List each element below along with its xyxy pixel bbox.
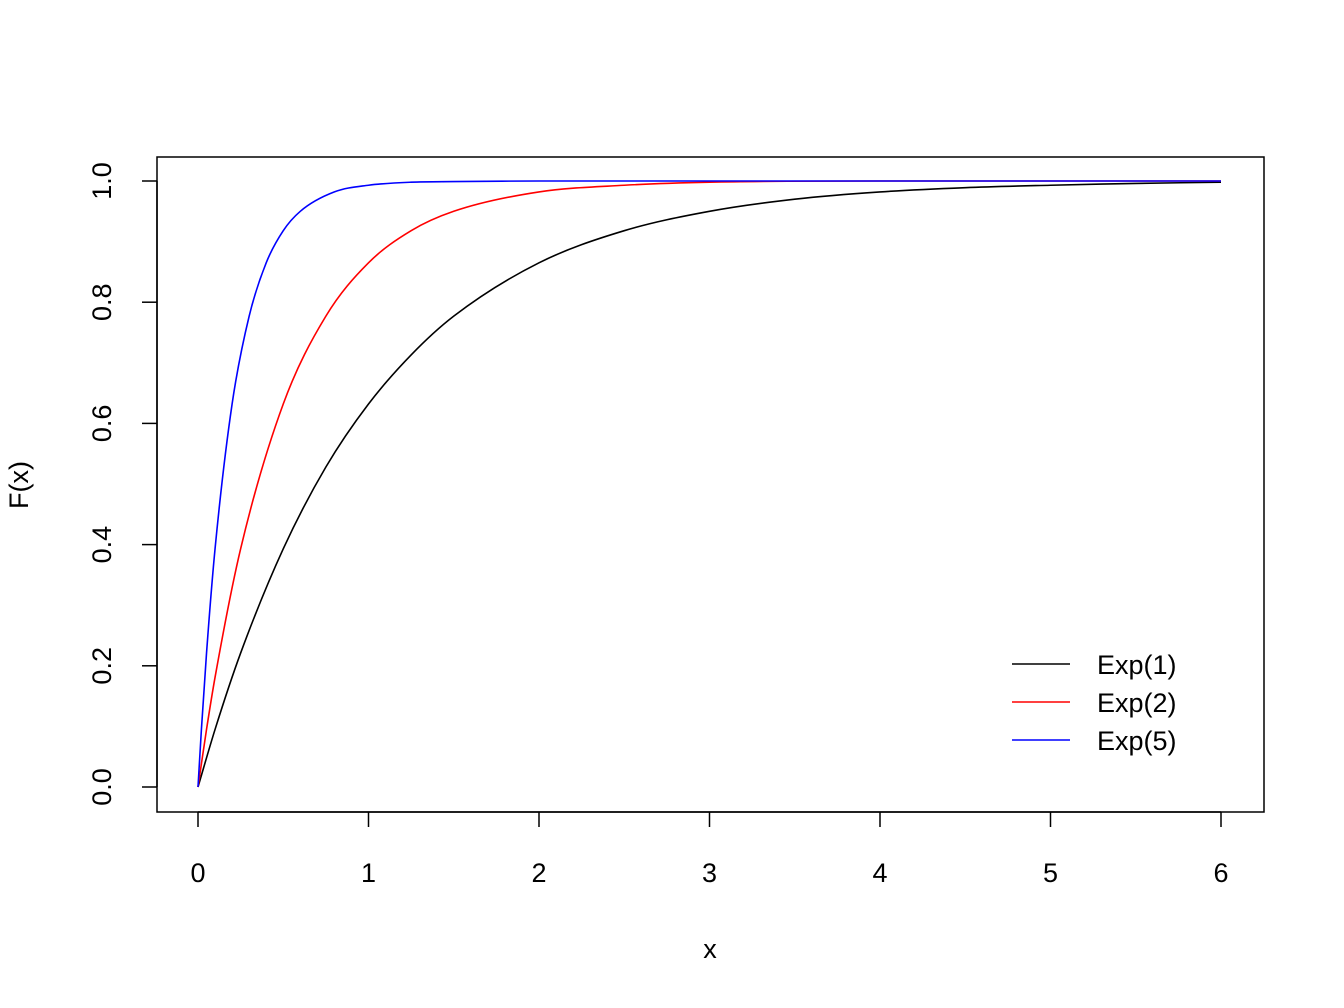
y-tick-label: 0.6 [87,405,117,443]
legend-label: Exp(5) [1097,726,1177,756]
x-tick-label: 0 [190,858,205,888]
y-axis: 0.0 0.2 0.4 0.6 0.8 1.0 [87,162,158,806]
y-tick-label: 0.4 [87,526,117,564]
y-tick-label: 0.0 [87,768,117,806]
y-tick-label: 1.0 [87,162,117,200]
x-tick-label: 2 [531,858,546,888]
y-axis-title: F(x) [4,461,34,509]
x-axis: 0 1 2 3 4 5 6 [190,811,1229,888]
x-axis-title: x [703,934,717,964]
y-tick-label: 0.8 [87,283,117,321]
x-tick-label: 5 [1043,858,1058,888]
legend: Exp(1) Exp(2) Exp(5) [1012,650,1177,756]
legend-label: Exp(2) [1097,688,1177,718]
series-lines [197,180,1222,788]
series-line-3 [197,180,1221,788]
x-tick-label: 6 [1213,858,1228,888]
y-tick-label: 0.2 [87,647,117,685]
legend-label: Exp(1) [1097,650,1177,680]
x-tick-label: 4 [872,858,887,888]
series-line-2 [197,180,1221,788]
x-tick-label: 3 [702,858,717,888]
x-tick-label: 1 [361,858,376,888]
series-line-1 [197,181,1222,788]
